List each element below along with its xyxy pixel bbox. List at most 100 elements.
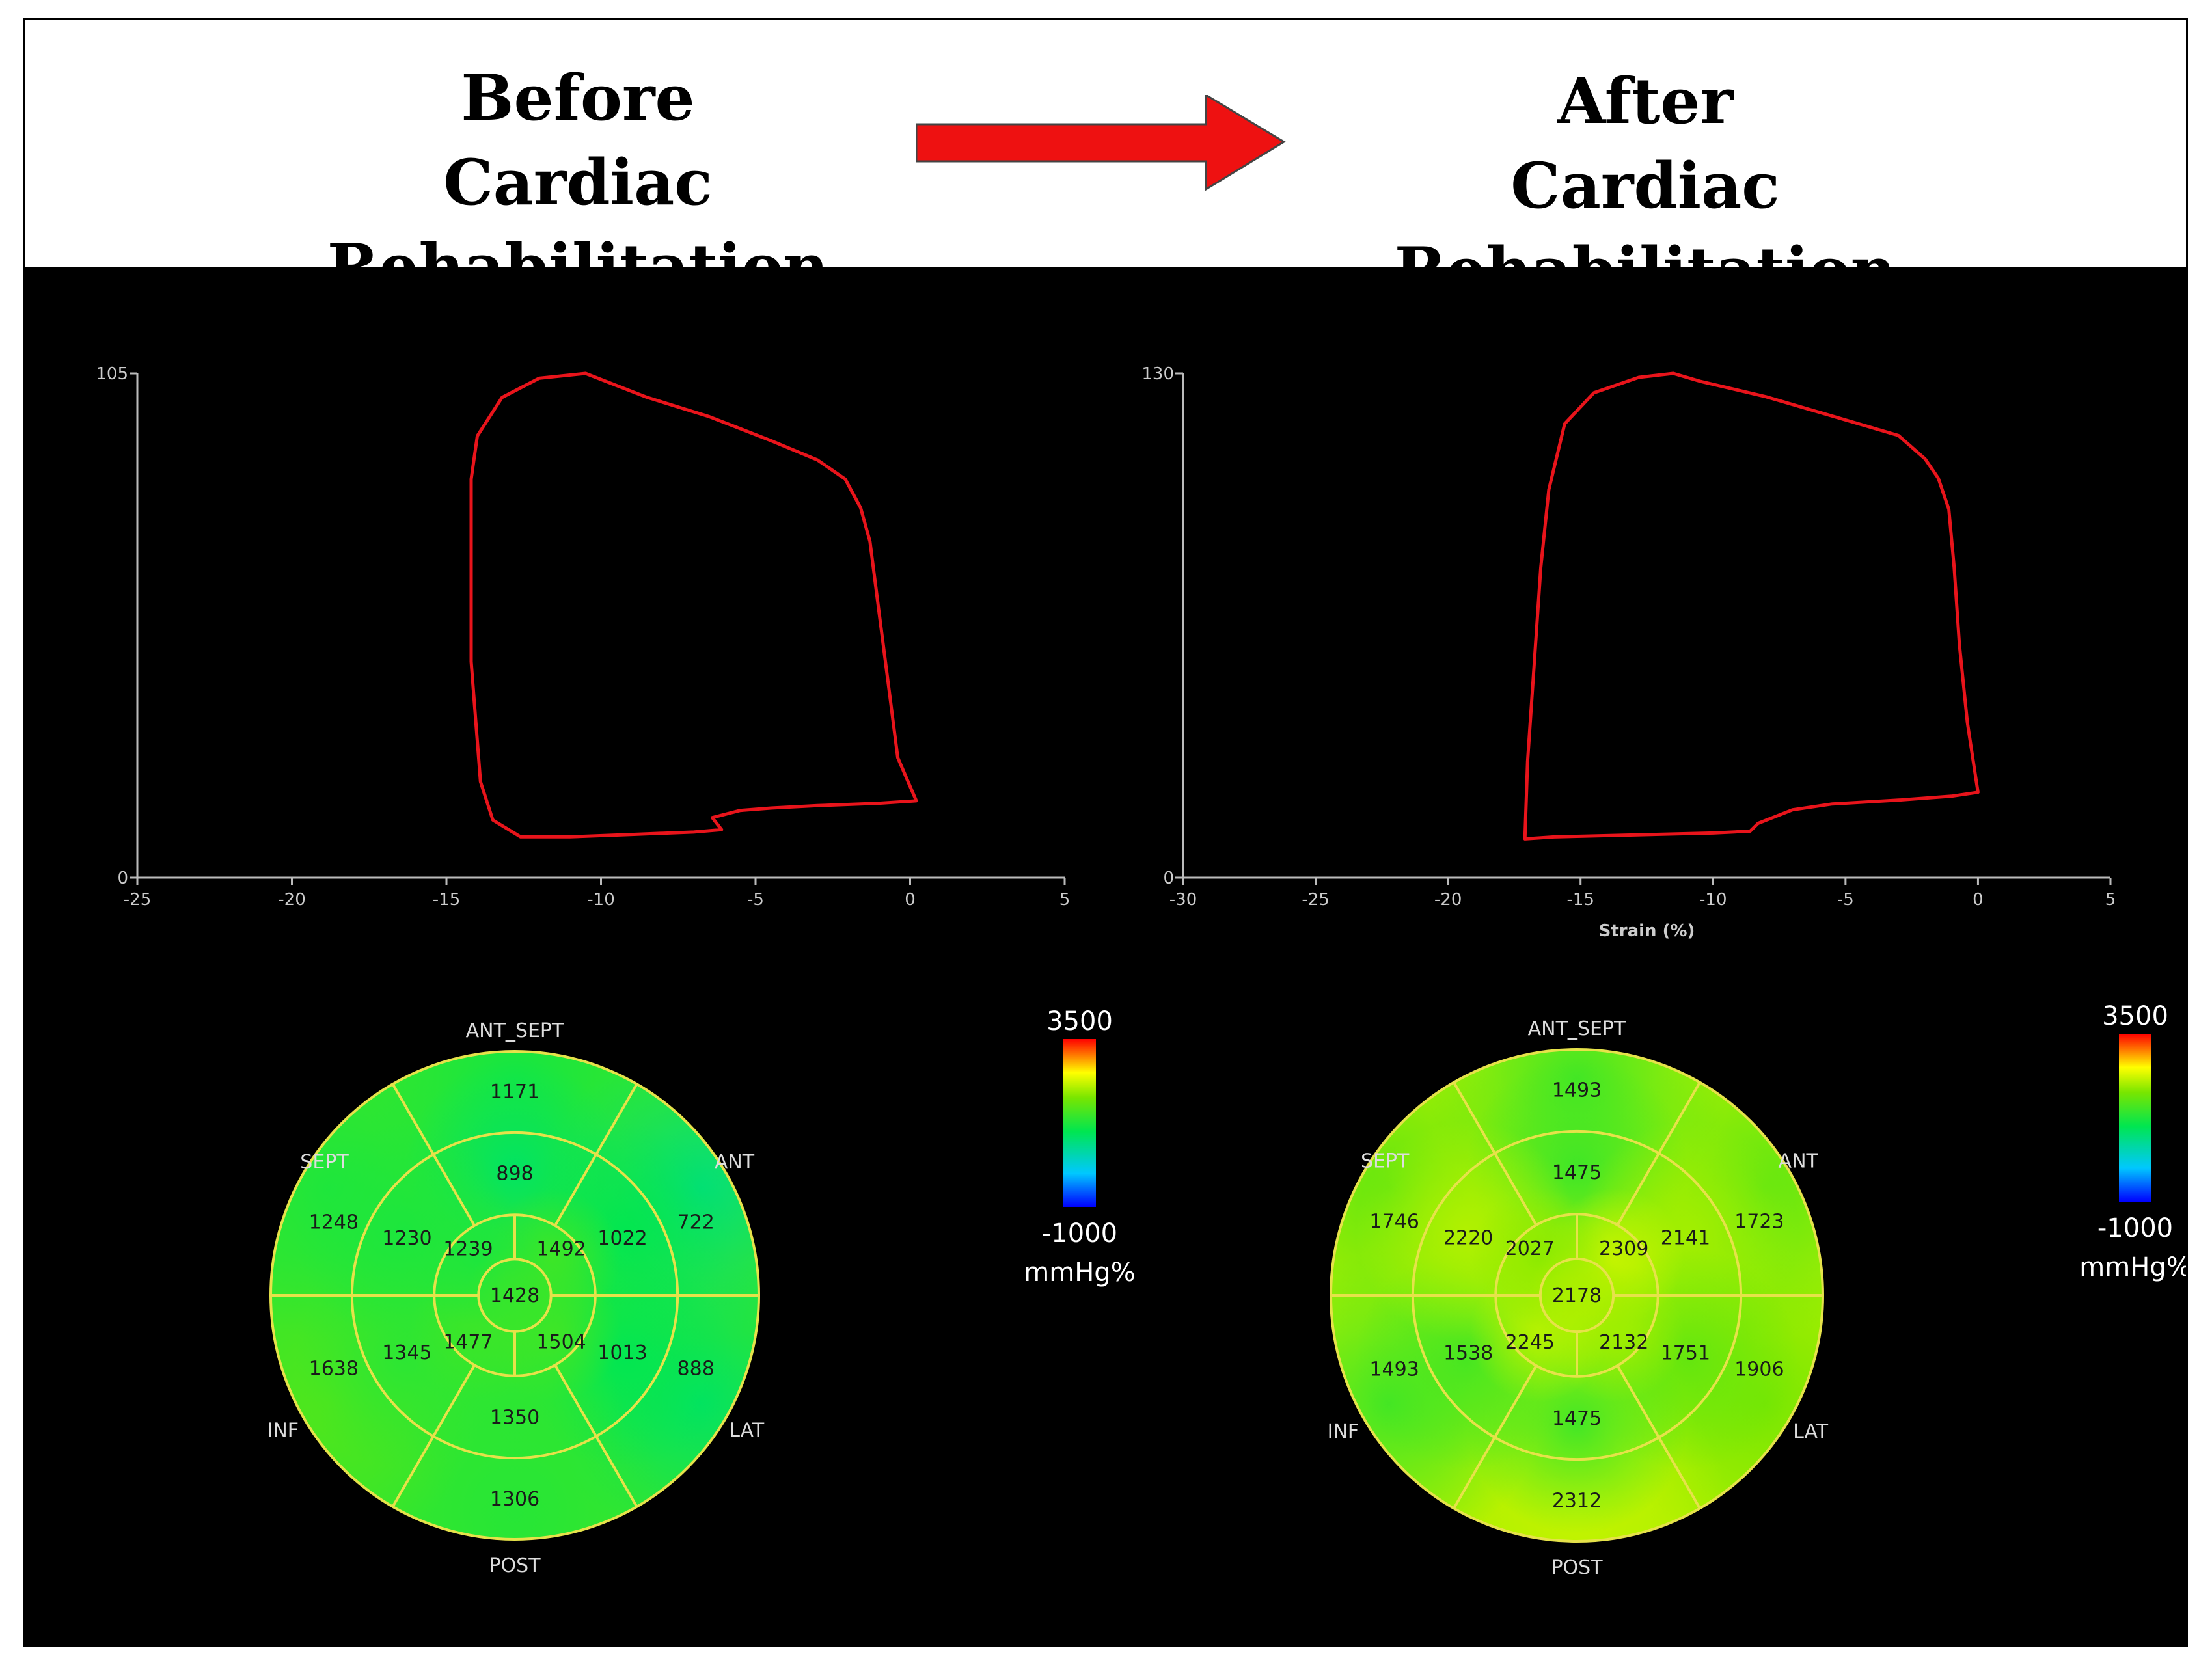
outer-divider (595, 1435, 638, 1507)
segment-value: 898 (496, 1163, 533, 1185)
x-axis-label: Strain (%) (1599, 921, 1695, 941)
segment-value: 1493 (1369, 1358, 1419, 1381)
wall-label-lower-left: INF (1328, 1420, 1359, 1443)
wall-label-upper-left: SEPT (1361, 1150, 1410, 1172)
segment-value: 1492 (536, 1237, 586, 1260)
x-tick-label: -30 (1169, 890, 1197, 910)
outer-divider (391, 1435, 435, 1507)
x-tick-label: -5 (747, 890, 764, 910)
segment-value: 2027 (1505, 1237, 1555, 1260)
segment-value: 1477 (443, 1331, 493, 1354)
segment-value: 1428 (490, 1284, 539, 1307)
before-color-scale: 3500 -1000 mmHg% (1024, 1006, 1135, 1288)
x-tick-label: 5 (1059, 890, 1071, 910)
segment-value: 1171 (490, 1081, 539, 1103)
color-scale-bar (1063, 1039, 1096, 1207)
segment-value: 1239 (443, 1237, 493, 1260)
right-arrow-icon (916, 95, 1286, 191)
wall-label-upper-right: ANT (715, 1151, 755, 1174)
segment-value: 1493 (1552, 1079, 1602, 1101)
outer-divider (1658, 1081, 1701, 1154)
color-blob (1527, 1246, 1626, 1345)
after-loop-chart: -30 -25 -20 -15 -10 -5 0 5 0 130 Strain (%) (1141, 364, 2116, 941)
figure-frame: Before Cardiac Rehabilitation After Card… (23, 18, 2191, 1647)
segment-value: 1345 (382, 1342, 431, 1364)
x-tick-label: -15 (1566, 890, 1594, 910)
segment-value: 1723 (1734, 1211, 1784, 1234)
wall-label-lower-left: INF (267, 1420, 299, 1442)
segment-value: 2141 (1661, 1226, 1710, 1249)
outer-divider (391, 1083, 435, 1155)
before-bullseye-map: 1171 722 888 1306 1638 1248 898 1022 1013 1350 134… (267, 1020, 765, 1577)
y-tick-label: 105 (96, 364, 128, 384)
apex-ring (477, 1258, 553, 1333)
loop-curve (1523, 371, 1980, 841)
segment-value: 1751 (1661, 1342, 1710, 1365)
outer-divider (595, 1083, 638, 1155)
middle-divider (432, 1154, 476, 1226)
scale-min-label: -1000 (1042, 1219, 1117, 1249)
after-color-scale: 3500 -1000 mmHg% (2079, 1001, 2191, 1282)
segment-value: 2312 (1552, 1490, 1602, 1513)
middle-divider (432, 1364, 476, 1437)
y-tick-label: 130 (1141, 364, 1174, 384)
segment-value: 2220 (1443, 1226, 1493, 1249)
x-tick-label: -10 (1699, 890, 1727, 910)
wall-label-upper-left: SEPT (300, 1151, 349, 1174)
segment-value: 1306 (490, 1488, 539, 1511)
x-tick-label: -25 (124, 890, 151, 910)
x-tick-label: -15 (433, 890, 460, 910)
outer-divider (1453, 1081, 1496, 1154)
wall-label-top: ANT_SEPT (466, 1020, 564, 1042)
segment-value: 1013 (597, 1342, 647, 1364)
segment-value: 2309 (1599, 1237, 1648, 1260)
color-scale-bar (2119, 1034, 2151, 1202)
wall-label-lower-right: LAT (1793, 1420, 1829, 1443)
scale-unit-label: mmHg% (1024, 1258, 1135, 1288)
segment-value: 1638 (309, 1357, 359, 1380)
segment-value: 1746 (1369, 1211, 1419, 1234)
middle-divider (1616, 1365, 1660, 1438)
x-tick-label: -20 (1434, 890, 1462, 910)
segment-value: 1504 (536, 1331, 586, 1354)
wall-label-bottom: POST (489, 1554, 541, 1577)
loop-curve (469, 371, 918, 839)
x-tick-label: -5 (1837, 890, 1854, 910)
wall-label-lower-right: LAT (729, 1420, 765, 1442)
x-tick-label: -20 (278, 890, 305, 910)
wall-label-bottom: POST (1551, 1556, 1603, 1579)
middle-divider (554, 1364, 597, 1437)
x-tick-label: 5 (2105, 890, 2116, 910)
segment-value: 1538 (1443, 1342, 1493, 1365)
color-blob (466, 1247, 564, 1344)
y-tick-label: 0 (1163, 869, 1174, 888)
after-heading-line1: After (1557, 64, 1734, 138)
x-tick-label: -10 (587, 890, 614, 910)
middle-divider (1494, 1365, 1538, 1438)
before-heading-line1: Before (461, 61, 695, 135)
middle-divider (554, 1154, 597, 1226)
segment-value: 1350 (490, 1407, 539, 1429)
segment-value: 722 (677, 1211, 715, 1234)
segment-value: 1475 (1552, 1161, 1602, 1184)
scale-max-label: 3500 (2102, 1001, 2168, 1031)
y-tick-label: 0 (117, 869, 128, 888)
scale-min-label: -1000 (2097, 1213, 2173, 1243)
results-graphics: -25 -20 -15 -10 -5 0 5 0 105 -30 -25 -20 -15 -10 -5 0 5… (96, 364, 2191, 1579)
comparison-header: Before Cardiac Rehabilitation After Card… (25, 20, 2186, 307)
wall-label-top: ANT_SEPT (1528, 1018, 1626, 1040)
segment-value: 1022 (597, 1227, 647, 1250)
wall-label-upper-right: ANT (1779, 1150, 1819, 1172)
apex-ring (1538, 1257, 1615, 1334)
after-bullseye-map: 1493 1723 1906 2312 1493 1746 1475 2141 1751 1475… (1328, 1018, 1829, 1579)
segment-value: 2178 (1552, 1284, 1602, 1307)
outer-divider (1453, 1437, 1496, 1509)
scale-unit-label: mmHg% (2079, 1252, 2186, 1282)
segment-value: 1230 (382, 1227, 431, 1250)
x-tick-label: 0 (905, 890, 916, 910)
results-panel: -25 -20 -15 -10 -5 0 5 0 105 -30 -25 -20 -15 -10 -5 0 5… (25, 267, 2191, 1647)
segment-value: 2245 (1505, 1331, 1555, 1354)
scale-max-label: 3500 (1046, 1006, 1113, 1036)
segment-value: 1906 (1734, 1358, 1784, 1381)
segment-value: 1248 (309, 1211, 359, 1234)
